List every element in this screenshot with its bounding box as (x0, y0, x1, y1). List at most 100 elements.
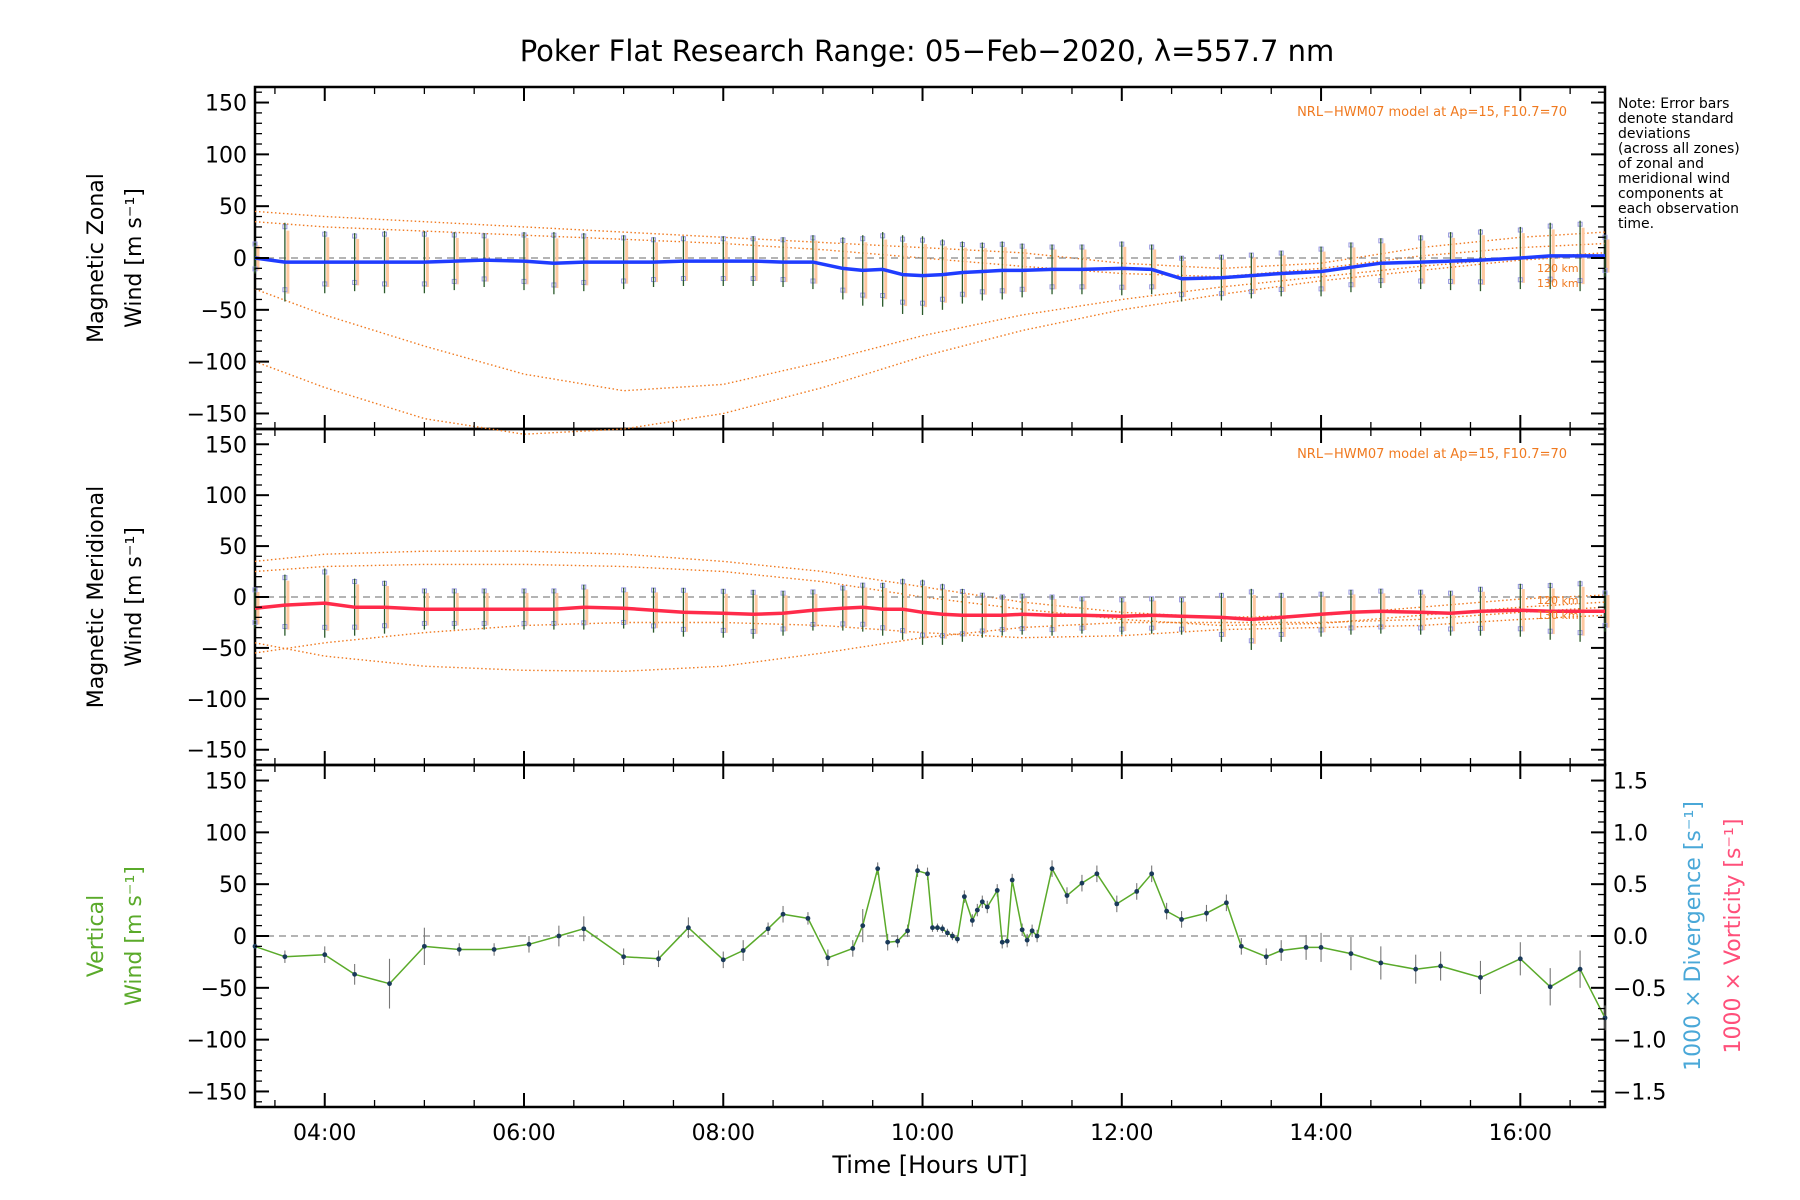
xtick-label: 08:00 (692, 1121, 755, 1146)
vertical-point (1024, 937, 1030, 943)
vertical-ytick-label: 50 (219, 873, 247, 898)
divergence-label: 1000 × Divergence [s⁻¹] (1681, 801, 1706, 1071)
vertical-point (1238, 943, 1244, 949)
note-line: denote standard (1618, 111, 1734, 127)
vertical-point (1348, 951, 1354, 957)
vertical-point (999, 939, 1005, 945)
note-line: time. (1618, 216, 1654, 232)
vertical-point (421, 943, 427, 949)
note-line: (across all zones) (1618, 141, 1740, 157)
vertical-point (1278, 948, 1284, 953)
vertical-point (979, 899, 985, 905)
vertical-point (282, 954, 288, 960)
note-line: of zonal and (1618, 156, 1704, 172)
meridional-ytick-label: −150 (187, 739, 247, 764)
vertical-ytick-label: 150 (205, 770, 247, 795)
vertical-point (1009, 877, 1015, 883)
right-ytick-label: 0.5 (1613, 873, 1648, 898)
meridional-model-curve (254, 606, 1606, 673)
vertical-point (1034, 933, 1040, 939)
vertical-point (805, 915, 811, 921)
vertical-point (1094, 871, 1100, 877)
xtick-label: 06:00 (492, 1121, 555, 1146)
vertical-ytick-label: −150 (187, 1080, 247, 1105)
vertical-point (1004, 938, 1010, 944)
chart-title: Poker Flat Research Range: 05−Feb−2020, … (520, 34, 1335, 68)
xtick-label: 14:00 (1289, 1121, 1352, 1146)
note-line: Note: Error bars (1618, 96, 1729, 112)
vertical-point (1049, 866, 1055, 872)
meridional-ytick-label: 0 (233, 586, 247, 611)
vertical-point (491, 947, 497, 952)
vertical-point (1413, 966, 1419, 972)
zero-lines-layer (255, 257, 1605, 937)
vertical-point (945, 930, 950, 936)
zonal-model-label: NRL−HWM07 model at Ap=15, F10.7=70 (1297, 105, 1567, 120)
meridional-alt-label-130: 130 km (1537, 609, 1579, 622)
vertical-ylabel: Vertical Wind [m s⁻¹] (84, 866, 147, 1006)
vertical-point (825, 955, 831, 961)
vertical-point (1478, 975, 1483, 980)
vertical-point (1224, 900, 1229, 906)
x-axis-label: Time [Hours UT] (831, 1151, 1027, 1179)
vertical-point (656, 956, 661, 962)
meridional-model-label: NRL−HWM07 model at Ap=15, F10.7=70 (1297, 447, 1567, 462)
xtick-label: 16:00 (1489, 1121, 1552, 1146)
note-line: deviations (1618, 126, 1690, 142)
vertical-point (581, 926, 587, 932)
zonal-ytick-label: −150 (187, 402, 247, 427)
vertical-point (1438, 963, 1444, 969)
vertical-point (1547, 984, 1553, 990)
right-ytick-label: 0.0 (1613, 925, 1648, 950)
vertical-point (974, 907, 980, 913)
meridional-model-curve (254, 563, 1606, 627)
vertical-point (1019, 927, 1025, 933)
vertical-point (556, 933, 562, 939)
vertical-point (875, 866, 881, 872)
vertical-point (740, 948, 746, 953)
vertical-point (1114, 901, 1120, 907)
zonal-alt-label-130: 130 km (1537, 277, 1579, 290)
vertical-point (387, 981, 392, 987)
vertical-ytick-label: −50 (201, 977, 247, 1002)
vertical-point (780, 911, 786, 917)
vertical-point (994, 888, 1000, 893)
zonal-ylabel: Magnetic Zonal Wind [m s⁻¹] (84, 173, 147, 343)
vertical-point (915, 868, 920, 874)
vertical-point (352, 971, 358, 977)
vertical-point (1179, 917, 1184, 922)
vertical-point (895, 938, 901, 944)
zonal-ytick-label: 50 (219, 195, 247, 220)
vertical-point (1577, 966, 1583, 972)
xtick-label: 12:00 (1090, 1121, 1153, 1146)
vertical-point (925, 871, 930, 877)
vertical-ylabel-line1: Vertical (84, 895, 109, 977)
vertical-point (1029, 928, 1035, 934)
meridional-ytick-label: −50 (201, 637, 247, 662)
vertical-point (1064, 893, 1070, 898)
vertical-point (984, 904, 990, 910)
note-line: each observation (1618, 201, 1739, 217)
vertical-ytick-label: −100 (187, 1029, 247, 1054)
vertical-point (720, 957, 726, 963)
vorticity-label: 1000 × Vorticity [s⁻¹] (1721, 819, 1746, 1054)
zonal-ytick-label: 100 (205, 143, 247, 168)
vertical-point (1263, 954, 1269, 960)
vertical-point (905, 928, 910, 934)
vertical-point (1303, 945, 1309, 950)
vertical-point (850, 946, 856, 951)
vertical-point (1079, 880, 1085, 886)
zonal-model-curve (254, 254, 1606, 435)
meridional-wind-line (254, 601, 1605, 622)
xtick-label: 04:00 (293, 1121, 356, 1146)
zonal-model-curve (254, 252, 1606, 392)
right-ytick-label: −0.5 (1613, 977, 1666, 1002)
zonal-ylabel-line2: Wind [m s⁻¹] (122, 188, 147, 328)
vertical-point (940, 926, 945, 932)
vertical-wind-line (254, 867, 1606, 1019)
vertical-point (526, 941, 532, 947)
meridional-ytick-label: 100 (205, 484, 247, 509)
zonal-ylabel-line1: Magnetic Zonal (84, 173, 109, 343)
